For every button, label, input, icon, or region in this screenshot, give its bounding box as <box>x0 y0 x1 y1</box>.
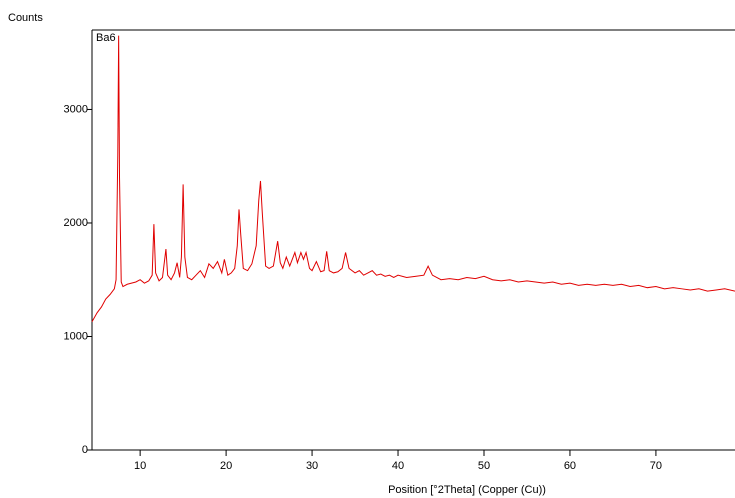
x-tick-label: 30 <box>306 460 318 472</box>
x-tick-label: 50 <box>478 460 490 472</box>
y-tick-label: 3000 <box>64 103 88 115</box>
x-tick-label: 60 <box>564 460 576 472</box>
x-tick-label: 70 <box>650 460 662 472</box>
y-tick-label: 0 <box>82 444 88 456</box>
x-tick-label: 20 <box>220 460 232 472</box>
y-tick-label: 2000 <box>64 217 88 229</box>
y-tick-label: 1000 <box>64 330 88 342</box>
x-axis-label: Position [°2Theta] (Copper (Cu)) <box>388 484 546 496</box>
x-tick-label: 40 <box>392 460 404 472</box>
chart: Counts Position [°2Theta] (Copper (Cu)) … <box>0 0 735 498</box>
data-line <box>92 36 735 322</box>
annotation: Ba6 <box>96 32 116 44</box>
y-axis-label: Counts <box>8 12 43 24</box>
x-tick-label: 10 <box>134 460 146 472</box>
